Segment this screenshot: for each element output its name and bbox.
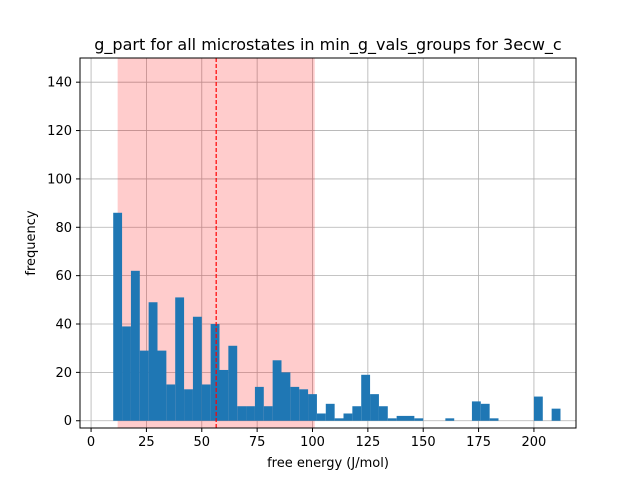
plot-area-frame [79, 57, 577, 429]
histogram-bar [219, 369, 229, 421]
histogram-bar [201, 384, 211, 421]
histogram-bar [480, 403, 490, 421]
y-tick-label: 140 [47, 76, 72, 91]
y-tick-label: 0 [64, 414, 72, 429]
histogram-bar [533, 396, 543, 421]
x-tick-label: 25 [138, 435, 155, 450]
histogram-bar [378, 406, 388, 421]
histogram-bar [228, 345, 238, 421]
histogram-bar [334, 418, 344, 421]
x-tick-label: 200 [522, 435, 547, 450]
histogram-bar [445, 418, 455, 421]
histogram-bar [396, 415, 406, 421]
x-tick-label: 75 [249, 435, 266, 450]
y-tick-label: 120 [47, 124, 72, 139]
histogram-bar [299, 389, 309, 421]
x-tick-label: 125 [355, 435, 380, 450]
histogram-bar [471, 401, 481, 421]
histogram-bar [405, 415, 415, 421]
histogram-bar [263, 406, 273, 421]
y-tick-label: 40 [55, 318, 72, 333]
histogram-bar [210, 324, 220, 421]
x-tick-label: 150 [411, 435, 436, 450]
histogram-bar [175, 297, 185, 421]
histogram-bar [352, 406, 362, 421]
histogram-bar [551, 408, 561, 421]
histogram-bar [414, 418, 424, 421]
chart-title: g_part for all microstates in min_g_vals… [94, 35, 561, 55]
x-tick-label: 175 [466, 435, 491, 450]
histogram-bar [246, 406, 255, 421]
histogram-bar [272, 360, 282, 421]
y-axis-label: frequency [24, 210, 39, 276]
histogram-bars [113, 212, 561, 421]
x-axis-label: free energy (J/mol) [267, 456, 389, 471]
x-tick-label: 50 [194, 435, 211, 450]
histogram-bar [370, 394, 379, 421]
histogram-bar [308, 394, 317, 421]
y-tick-label: 60 [55, 269, 72, 284]
y-axis-ticks: 0 20 40 60 80 100 120 140 [47, 76, 80, 429]
histogram-bar [113, 212, 123, 421]
histogram-bar [361, 374, 371, 421]
histogram-bar [387, 418, 397, 421]
histogram-bar [130, 270, 140, 421]
histogram-bar [139, 350, 149, 421]
histogram-bar [148, 302, 158, 421]
histogram-bar [122, 326, 131, 421]
histogram-bar [343, 413, 353, 421]
histogram-bar [281, 372, 291, 421]
histogram-bar [254, 386, 264, 421]
histogram-bar [237, 406, 247, 421]
histogram-bar [325, 403, 335, 421]
histogram-bar [290, 386, 300, 421]
histogram-bar [166, 384, 176, 421]
histogram-bar [184, 389, 193, 421]
x-tick-label: 100 [300, 435, 325, 450]
y-tick-label: 100 [47, 172, 72, 187]
histogram-bar [157, 350, 167, 421]
histogram-bar [192, 316, 202, 421]
x-axis-ticks: 0 25 50 75 100 125 150 175 200 [87, 428, 546, 450]
histogram-bar [489, 418, 499, 421]
histogram-bar [316, 413, 326, 421]
x-tick-label: 0 [87, 435, 95, 450]
y-tick-label: 20 [55, 366, 72, 381]
y-tick-label: 80 [55, 221, 72, 236]
